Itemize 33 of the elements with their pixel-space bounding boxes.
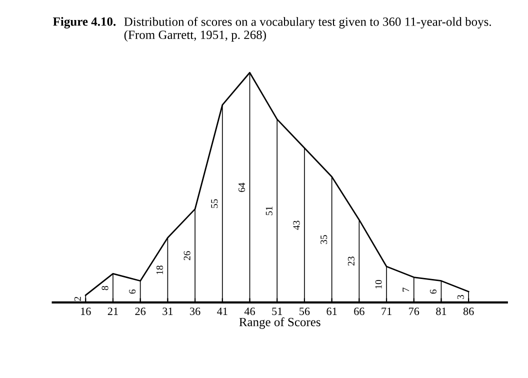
x-tick-label: 66 — [354, 308, 364, 316]
data-label: 26 — [184, 251, 190, 260]
data-label: 6 — [430, 289, 437, 294]
chart-title: Figure 4.10. — [53, 17, 116, 28]
data-label: 6 — [129, 289, 136, 294]
data-label: 55 — [211, 199, 218, 208]
x-tick-label: 51 — [272, 308, 282, 316]
x-tick-label: 56 — [300, 308, 310, 316]
x-tick-label: 86 — [463, 308, 474, 316]
data-label: 10 — [375, 280, 382, 288]
x-tick-label: 21 — [108, 308, 118, 315]
x-tick-label: 71 — [382, 308, 392, 315]
data-label: 7 — [402, 288, 410, 292]
x-tick-label: 41 — [217, 308, 228, 315]
data-label: 51 — [266, 206, 272, 216]
data-label: 3 — [457, 294, 464, 299]
x-tick-label: 36 — [190, 308, 200, 316]
x-tick-label: 16 — [81, 308, 91, 316]
x-tick-label: 26 — [135, 308, 146, 316]
data-label: 23 — [348, 256, 354, 266]
data-label: 2 — [74, 296, 81, 301]
x-tick-label: 81 — [436, 308, 446, 316]
x-tick-label: 31 — [162, 308, 173, 316]
chart-subtitle: Distribution of scores on a vocabulary test given to 360 11-year-old boys. (From Garrett, 1951, p. 268) — [124, 17, 491, 42]
data-label: 8 — [102, 286, 108, 290]
data-label: 64 — [238, 182, 246, 192]
x-tick-label: 46 — [244, 308, 255, 316]
data-label: 35 — [320, 235, 328, 244]
data-label: 18 — [156, 266, 163, 274]
x-axis-title: Range of Scores — [239, 317, 320, 329]
x-tick-label: 76 — [409, 308, 420, 316]
x-tick-label: 61 — [326, 308, 337, 316]
data-label: 43 — [293, 220, 300, 230]
